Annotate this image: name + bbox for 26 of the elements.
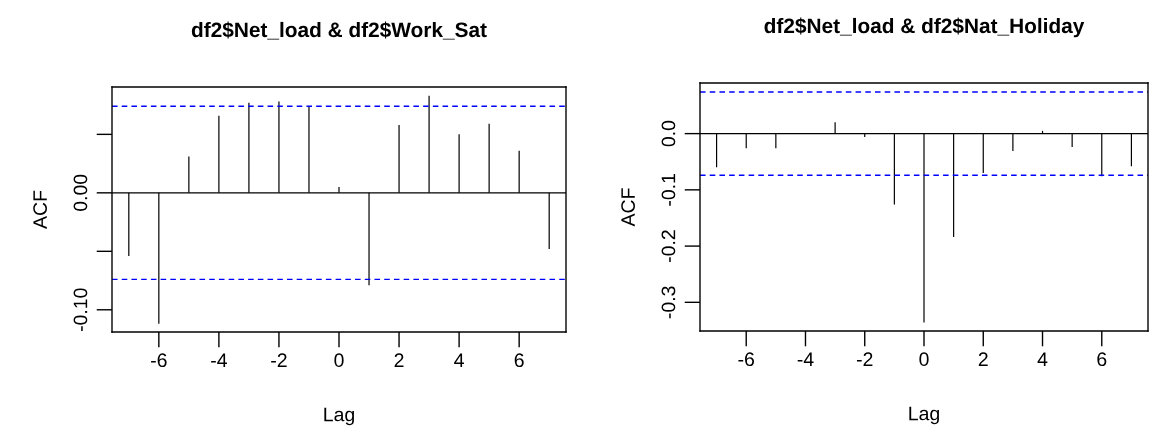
y-axis-title: ACF [621,188,635,227]
x-tick-label: 2 [394,353,404,367]
x-tick-label: 4 [454,353,464,367]
y-tick-label: -0.10 [73,288,88,332]
x-tick-label: 4 [1037,352,1048,366]
x-tick-label: -6 [151,353,167,368]
x-tick-label: 2 [978,352,988,366]
y-tick-label: -0.1 [661,174,676,206]
chart-title: df2$Net_load & df2$Work_Sat [191,21,487,40]
x-tick-label: 6 [514,353,524,368]
y-axis-title: ACF [33,190,47,229]
x-tick-label: 6 [1097,352,1107,367]
x-tick-label: -6 [738,352,755,367]
y-tick-label: -0.2 [661,230,676,262]
y-tick-label: 0.0 [661,120,676,147]
x-axis-title: Lag [909,406,939,425]
x-tick-label: -2 [856,352,873,366]
x-tick-label: -4 [797,352,814,366]
x-tick-label: -4 [211,353,227,367]
x-tick-label: 0 [919,352,929,367]
x-tick-label: 0 [334,353,344,368]
chart-title: df2$Net_load & df2$Nat_Holiday [764,17,1085,38]
y-tick-label: -0.3 [661,286,676,319]
y-tick-label: 0.00 [73,174,88,211]
x-tick-label: -2 [271,353,287,367]
x-axis-title: Lag [324,407,354,426]
